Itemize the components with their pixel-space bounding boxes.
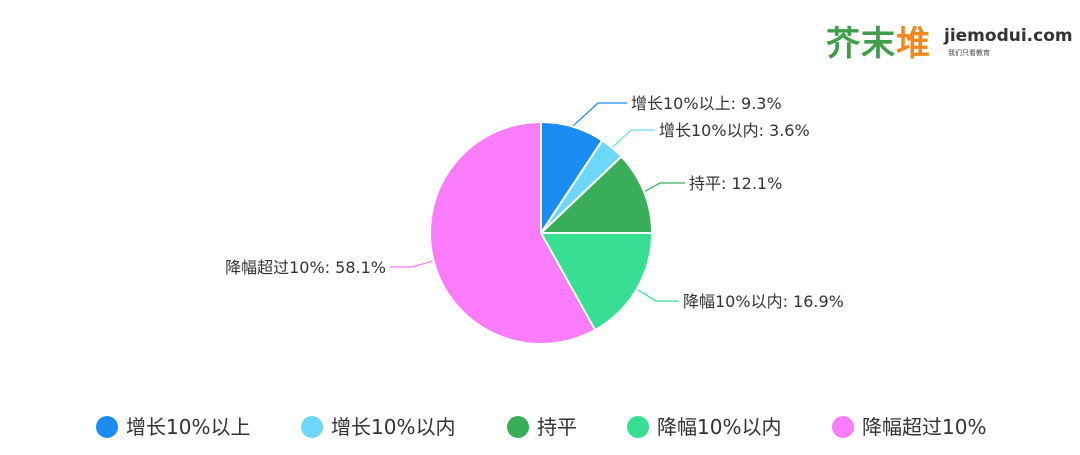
logo-slogan: 我们只看教育 xyxy=(948,49,990,57)
brand-logo: 芥末堆 jiemodui.com 我们只看教育 xyxy=(826,22,1073,66)
data-label-4: 降幅10%以内: 16.9% xyxy=(683,292,844,311)
data-label-5: 降幅超过10%: 58.1% xyxy=(225,258,386,277)
data-label-3: 持平: 12.1% xyxy=(689,174,782,193)
logo-char-3: 堆 xyxy=(896,24,931,64)
legend-label-1: 增长10%以上 xyxy=(126,415,250,439)
leader-line-5 xyxy=(390,260,433,268)
logo-char-2: 末 xyxy=(861,24,896,64)
leader-line-4 xyxy=(637,289,679,302)
legend-marker-2 xyxy=(301,416,323,438)
logo-char-1: 芥 xyxy=(826,24,861,64)
pie-slice-5 xyxy=(429,121,597,345)
data-label-1: 增长10%以上: 9.3% xyxy=(631,94,782,113)
legend-label-3: 持平 xyxy=(537,415,577,439)
pie-slice-3 xyxy=(540,155,653,234)
legend-label-2: 增长10%以内 xyxy=(331,415,455,439)
leader-line-2 xyxy=(612,129,655,148)
logo-wordmark: 芥末堆 xyxy=(826,22,931,66)
legend-marker-5 xyxy=(832,416,854,438)
data-label-2: 增长10%以内: 3.6% xyxy=(659,121,810,140)
logo-domain: jiemodui.com xyxy=(944,26,1073,46)
legend-label-5: 降幅超过10% xyxy=(862,415,986,439)
legend-marker-1 xyxy=(96,416,118,438)
legend-label-4: 降幅10%以内 xyxy=(657,415,781,439)
legend-marker-4 xyxy=(627,416,649,438)
leader-line-3 xyxy=(644,182,685,192)
leader-line-1 xyxy=(572,102,627,127)
pie-slice-4 xyxy=(540,232,653,331)
legend-marker-3 xyxy=(507,416,529,438)
